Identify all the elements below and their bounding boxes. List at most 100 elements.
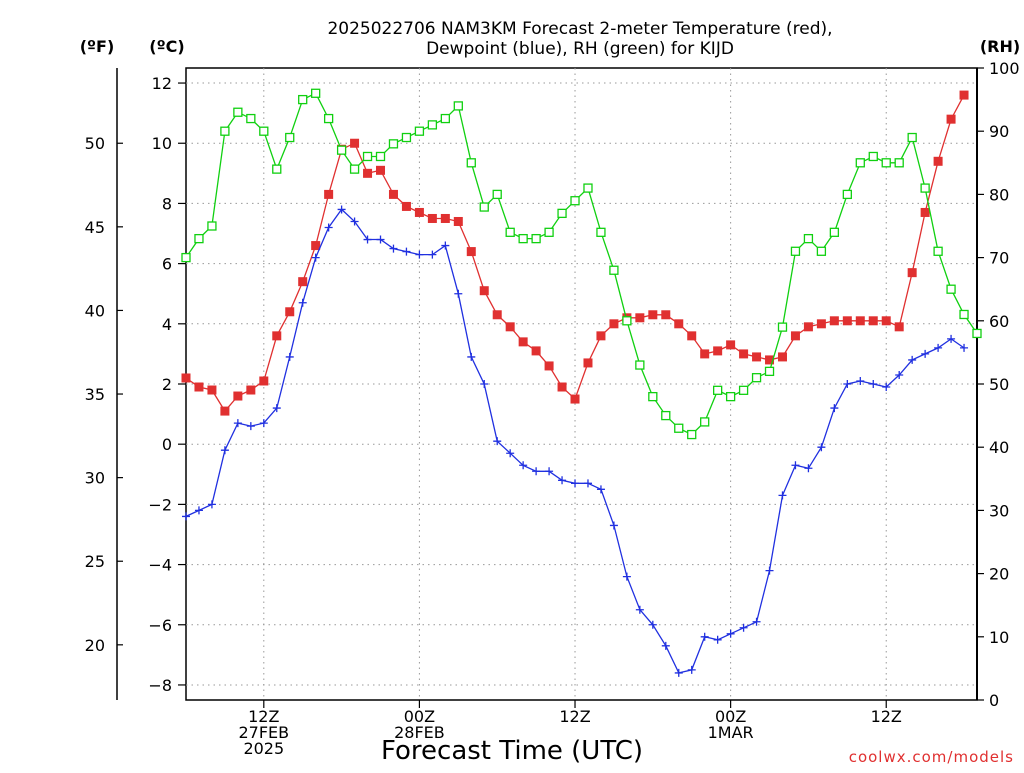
rh-point	[323, 113, 334, 124]
temperature-point	[505, 322, 515, 332]
dewpoint-point	[700, 632, 709, 641]
temperature-point	[829, 316, 839, 326]
rh-point	[388, 139, 399, 149]
x-tick-label: 12Z	[559, 707, 590, 726]
rh-point	[790, 246, 801, 256]
dewpoint-point	[519, 461, 528, 470]
temperature-point	[518, 337, 528, 347]
rh-point	[648, 391, 658, 402]
dewpoint-point	[817, 443, 826, 452]
temperature-point	[674, 319, 684, 329]
rh-point	[492, 189, 502, 200]
rh-point	[285, 132, 295, 143]
rh-point	[674, 423, 684, 433]
dewpoint-point	[506, 449, 515, 458]
dewpoint-point	[713, 635, 722, 644]
dewpoint-point	[648, 620, 657, 629]
fahrenheit-tick-label: 25	[85, 552, 105, 571]
credit-text: coolwx.com/models	[849, 748, 1014, 766]
dewpoint-point	[454, 289, 463, 298]
temperature-point	[687, 331, 697, 341]
rh-point	[220, 126, 230, 136]
rh-point	[946, 284, 956, 294]
x-axis-label: Forecast Time (UTC)	[381, 736, 643, 766]
dewpoint-point	[220, 446, 229, 455]
dewpoint-point	[298, 298, 307, 307]
celsius-tick-label: 4	[162, 315, 172, 334]
temperature-point	[790, 331, 800, 341]
dewpoint-point	[856, 376, 865, 385]
temperature-point	[920, 207, 930, 217]
rh-point	[531, 233, 541, 244]
celsius-tick-label: −8	[148, 676, 172, 695]
temperature-point	[181, 373, 191, 383]
rh-tick-label: 70	[989, 249, 1009, 268]
rh-point	[233, 107, 243, 117]
temperature-point	[739, 349, 749, 359]
dewpoint-point	[194, 506, 203, 515]
rh-point	[816, 246, 827, 256]
rh-point	[518, 233, 528, 244]
dewpoint-point	[389, 244, 398, 253]
rh-tick-label: 90	[989, 122, 1009, 141]
dewpoint-point	[337, 205, 346, 214]
dewpoint-point	[402, 247, 411, 256]
temperature-point	[661, 310, 671, 320]
dewpoint-point	[363, 235, 372, 244]
rh-point	[466, 158, 476, 168]
celsius-tick-label: −2	[148, 495, 172, 514]
rh-point	[298, 94, 308, 105]
dewpoint-point	[895, 370, 904, 379]
rh-point	[687, 429, 697, 440]
temperature-point	[233, 391, 243, 401]
plot-layer: −8−6−4−202468101220253035404550010203040…	[85, 59, 1020, 758]
x-tick-label: 28FEB	[394, 723, 445, 742]
rh-point	[583, 183, 593, 193]
dewpoint-point	[934, 343, 943, 352]
temperature-point	[648, 310, 658, 320]
dewpoint-point	[947, 334, 956, 343]
dewpoint-point	[272, 404, 281, 413]
celsius-tick-label: −6	[148, 616, 172, 635]
dewpoint-point	[674, 668, 683, 677]
rh-point	[570, 196, 580, 206]
rh-point	[349, 164, 360, 174]
celsius-tick-label: 2	[162, 375, 172, 394]
x-tick-label: 27FEB	[238, 723, 289, 742]
series-temperature	[181, 90, 969, 416]
rh-point	[933, 246, 943, 256]
temperature-point	[376, 165, 386, 175]
rh-point	[635, 360, 645, 370]
temperature-point	[414, 207, 424, 217]
rh-point	[414, 126, 425, 136]
dewpoint-point	[960, 343, 969, 352]
fahrenheit-tick-label: 20	[85, 636, 105, 655]
temperature-point	[285, 307, 295, 317]
dewpoint-point	[324, 223, 333, 232]
dewpoint-point	[596, 485, 605, 494]
temperature-point	[570, 394, 580, 404]
rh-point	[440, 113, 450, 124]
rh-point	[829, 227, 840, 237]
dewpoint-point	[246, 422, 255, 431]
temperature-point	[401, 201, 411, 211]
rh-point	[609, 265, 619, 275]
temperature-point	[855, 316, 865, 326]
dewpoint-point	[545, 467, 554, 476]
rh-tick-label: 100	[989, 59, 1020, 78]
rh-point	[479, 202, 489, 212]
dewpoint-point	[493, 437, 502, 446]
rh-tick-label: 10	[989, 628, 1009, 647]
dewpoint-point	[311, 253, 320, 262]
dewpoint-point	[908, 355, 917, 364]
temperature-point	[453, 216, 463, 226]
dewpoint-point	[558, 476, 567, 485]
temperature-point	[583, 358, 593, 368]
rh-point	[920, 183, 930, 193]
dewpoint-point	[635, 605, 644, 614]
temperature-point	[350, 138, 360, 148]
fahrenheit-tick-label: 35	[85, 385, 105, 404]
rh-point	[272, 164, 282, 174]
temperature-point	[752, 352, 762, 362]
